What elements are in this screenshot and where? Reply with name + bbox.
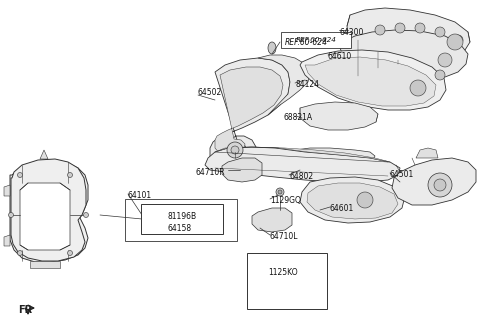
Circle shape xyxy=(282,265,292,275)
Text: 64158: 64158 xyxy=(168,224,192,233)
Polygon shape xyxy=(40,150,48,159)
Circle shape xyxy=(438,53,452,67)
Circle shape xyxy=(68,172,72,177)
Polygon shape xyxy=(222,158,262,182)
Ellipse shape xyxy=(268,42,276,54)
Circle shape xyxy=(410,80,426,96)
Circle shape xyxy=(17,172,23,177)
Text: 84124: 84124 xyxy=(295,80,319,89)
Polygon shape xyxy=(258,55,310,115)
Circle shape xyxy=(231,146,239,154)
Circle shape xyxy=(17,250,23,256)
Circle shape xyxy=(434,179,446,191)
Text: FR: FR xyxy=(18,305,32,315)
Circle shape xyxy=(453,35,463,45)
Polygon shape xyxy=(210,58,290,168)
Text: 64101: 64101 xyxy=(128,191,152,200)
Text: 68821A: 68821A xyxy=(283,113,312,122)
Text: 64501: 64501 xyxy=(390,170,414,179)
Polygon shape xyxy=(252,208,292,232)
Text: 64710R: 64710R xyxy=(196,168,226,177)
FancyBboxPatch shape xyxy=(247,253,327,309)
Circle shape xyxy=(428,173,452,197)
Text: 64710L: 64710L xyxy=(270,232,299,241)
Circle shape xyxy=(447,34,463,50)
Polygon shape xyxy=(4,235,10,246)
Polygon shape xyxy=(300,50,446,110)
Text: 64300: 64300 xyxy=(339,28,363,37)
Polygon shape xyxy=(30,261,60,268)
Polygon shape xyxy=(416,148,438,158)
Polygon shape xyxy=(307,183,398,219)
Polygon shape xyxy=(392,158,476,205)
Circle shape xyxy=(227,142,243,158)
Text: 1125KO: 1125KO xyxy=(268,268,298,277)
Polygon shape xyxy=(20,183,70,250)
Polygon shape xyxy=(340,30,468,80)
Text: REF.60-624: REF.60-624 xyxy=(285,38,328,47)
Circle shape xyxy=(415,23,425,33)
Polygon shape xyxy=(295,148,375,167)
Circle shape xyxy=(9,213,13,217)
Circle shape xyxy=(276,188,284,196)
FancyBboxPatch shape xyxy=(141,204,223,234)
Circle shape xyxy=(68,250,72,256)
Polygon shape xyxy=(4,185,10,196)
Text: 1129GQ: 1129GQ xyxy=(270,196,301,205)
Circle shape xyxy=(375,25,385,35)
Text: REF.60-624: REF.60-624 xyxy=(296,37,336,43)
Polygon shape xyxy=(300,177,405,223)
Polygon shape xyxy=(347,8,470,59)
Text: 64502: 64502 xyxy=(198,88,222,97)
FancyBboxPatch shape xyxy=(281,32,351,48)
Polygon shape xyxy=(215,67,283,156)
Polygon shape xyxy=(10,160,88,262)
Polygon shape xyxy=(300,102,378,130)
Circle shape xyxy=(357,192,373,208)
Text: 64802: 64802 xyxy=(289,172,313,181)
Circle shape xyxy=(278,190,282,194)
Polygon shape xyxy=(205,147,400,182)
Circle shape xyxy=(395,23,405,33)
Circle shape xyxy=(84,213,88,217)
Polygon shape xyxy=(11,159,86,261)
Circle shape xyxy=(435,70,445,80)
Text: 81196B: 81196B xyxy=(168,212,197,221)
Polygon shape xyxy=(215,147,390,162)
Polygon shape xyxy=(305,57,436,106)
Text: 64610: 64610 xyxy=(328,52,352,61)
Text: 64601: 64601 xyxy=(330,204,354,213)
Circle shape xyxy=(435,27,445,37)
